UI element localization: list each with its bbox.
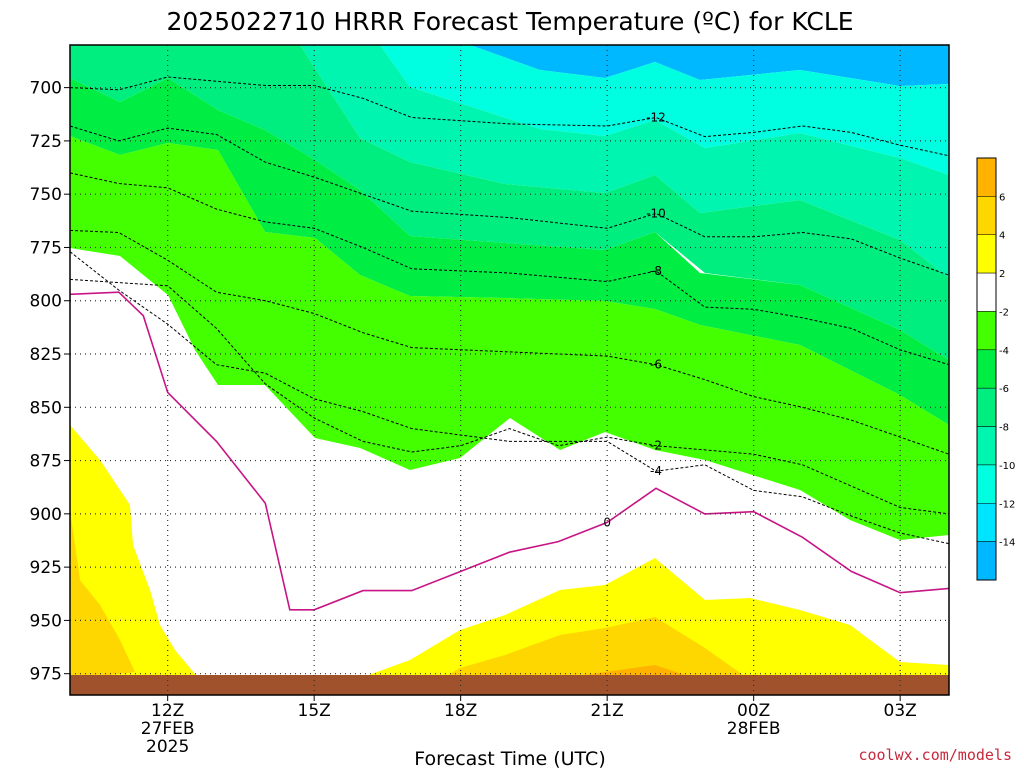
colorbar-swatch bbox=[976, 272, 997, 312]
colorbar-label: -4 bbox=[999, 346, 1009, 357]
y-tick-label: 900 bbox=[30, 505, 62, 525]
credit-text: coolwx.com/models bbox=[858, 746, 1012, 764]
colorbar-label: -10 bbox=[999, 461, 1015, 472]
band-cold-top bbox=[470, 45, 949, 86]
band-minus-12 bbox=[380, 45, 949, 175]
plot-frame bbox=[69, 44, 950, 696]
isotherm-label: -10 bbox=[646, 206, 666, 220]
colorbar-swatch bbox=[976, 311, 997, 351]
colorbar-swatch bbox=[976, 503, 997, 542]
isotherm-line bbox=[69, 291, 950, 611]
grid-lines bbox=[70, 45, 949, 695]
band-pos-4 bbox=[70, 510, 135, 680]
y-tick-label: 950 bbox=[30, 611, 62, 631]
isotherm-line bbox=[69, 76, 950, 157]
colorbar-label: 4 bbox=[999, 231, 1005, 242]
band-minus-10 bbox=[300, 45, 949, 278]
colorbar-label: -8 bbox=[999, 423, 1009, 434]
colorbar-swatch bbox=[976, 426, 997, 466]
isotherm-line bbox=[69, 172, 950, 366]
band-minus-6 bbox=[70, 78, 949, 425]
isotherm-label: -6 bbox=[650, 358, 662, 372]
isotherm-label: 0 bbox=[603, 515, 611, 529]
y-tick-label: 975 bbox=[30, 665, 62, 685]
isotherm-label: -12 bbox=[646, 110, 666, 124]
y-tick-label: 700 bbox=[30, 79, 62, 99]
isotherm-line bbox=[69, 251, 950, 545]
isotherm-label: -2 bbox=[650, 439, 662, 453]
x-tick-label: 2025 bbox=[146, 737, 189, 757]
colorbar-label: -12 bbox=[999, 499, 1015, 510]
isotherm-label: -4 bbox=[650, 464, 662, 478]
y-tick-label: 875 bbox=[30, 452, 62, 472]
colorbar-swatch bbox=[976, 464, 997, 504]
chart-title: 2025022710 HRRR Forecast Temperature (ºC… bbox=[166, 7, 853, 36]
y-tick-label: 750 bbox=[30, 185, 62, 205]
y-tick-label: 925 bbox=[30, 558, 62, 578]
isotherm-line bbox=[69, 278, 950, 515]
y-axis: 700 725 750 775 800 825 850 875 900 925 950 975 bbox=[30, 79, 70, 685]
x-tick-label: 18Z bbox=[444, 701, 477, 721]
colorbar: 6 4 2 -2 -4 -6 -8 -10 -12 -14 bbox=[976, 157, 1015, 581]
colorbar-label: -14 bbox=[999, 538, 1015, 549]
y-tick-label: 850 bbox=[30, 398, 62, 418]
isotherm-lines bbox=[69, 76, 950, 611]
colorbar-swatch bbox=[976, 157, 997, 197]
colorbar-swatch bbox=[976, 387, 997, 427]
colorbar-label: 2 bbox=[999, 269, 1005, 280]
y-tick-label: 825 bbox=[30, 345, 62, 365]
x-tick-label: 03Z bbox=[884, 701, 917, 721]
x-axis-label: Forecast Time (UTC) bbox=[414, 748, 605, 768]
plot-area: -12 -10 -8 -6 -4 -2 0 bbox=[69, 44, 950, 696]
y-tick-label: 800 bbox=[30, 292, 62, 312]
isotherm-label: -8 bbox=[650, 264, 662, 278]
colorbar-swatch bbox=[976, 234, 997, 274]
colorbar-swatch bbox=[976, 541, 997, 581]
isotherm-labels: -12 -10 -8 -6 -4 -2 0 bbox=[603, 110, 666, 529]
band-minus-4 bbox=[70, 136, 949, 540]
colorbar-frame bbox=[976, 157, 997, 581]
colorbar-label: 6 bbox=[999, 192, 1005, 203]
y-tick-label: 775 bbox=[30, 238, 62, 258]
band-pos-4-right bbox=[440, 617, 750, 680]
colorbar-label: -2 bbox=[999, 307, 1009, 318]
x-tick-label: 00Z bbox=[737, 701, 770, 721]
ground-surface bbox=[70, 675, 949, 695]
x-tick-label: 27FEB bbox=[141, 719, 195, 739]
x-tick-label: 15Z bbox=[298, 701, 331, 721]
isotherm-line bbox=[69, 125, 950, 276]
isotherm-line bbox=[69, 229, 950, 455]
band-minus-8 bbox=[70, 45, 949, 360]
colorbar-label: -6 bbox=[999, 384, 1009, 395]
colorbar-swatch bbox=[976, 196, 997, 235]
colorbar-swatch bbox=[976, 349, 997, 389]
x-tick-label: 12Z bbox=[151, 701, 184, 721]
y-tick-label: 725 bbox=[30, 132, 62, 152]
x-tick-label: 28FEB bbox=[727, 719, 781, 739]
x-tick-label: 21Z bbox=[591, 701, 624, 721]
